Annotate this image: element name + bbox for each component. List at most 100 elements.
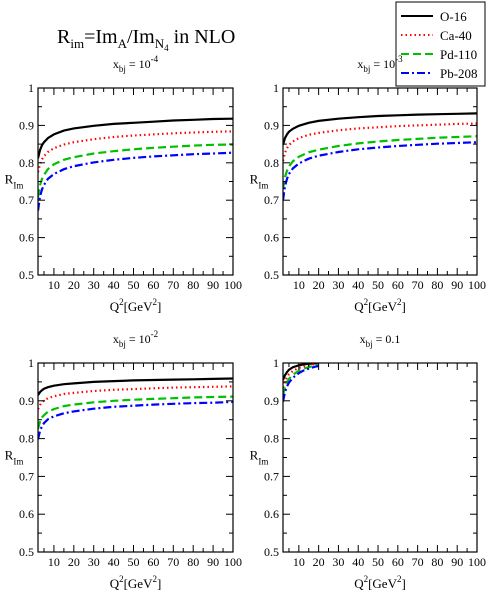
x-tick-label: 70 xyxy=(412,278,424,292)
x-tick-label: 100 xyxy=(224,555,242,569)
y-tick-label: 0.5 xyxy=(264,268,279,282)
y-axis-label: RIm xyxy=(250,448,269,467)
x-tick-label: 100 xyxy=(224,278,242,292)
x-tick-label: 20 xyxy=(68,278,80,292)
x-tick-label: 20 xyxy=(68,555,80,569)
x-tick-label: 40 xyxy=(108,555,120,569)
y-tick-label: 0.6 xyxy=(264,507,279,521)
x-tick-label: 60 xyxy=(147,278,159,292)
legend: O-16 Ca-40 Pd-110 Pb-208 xyxy=(395,1,486,87)
x-tick-label: 30 xyxy=(332,555,344,569)
x-tick-label: 90 xyxy=(451,278,463,292)
x-tick-label: 60 xyxy=(392,555,404,569)
y-tick-label: 0.5 xyxy=(19,545,34,559)
y-axis-label: RIm xyxy=(5,172,24,191)
series-line-pb-208 xyxy=(283,364,319,402)
legend-label-ca-40: Ca-40 xyxy=(440,28,472,43)
y-tick-label: 0.7 xyxy=(19,469,34,483)
x-tick-label: 80 xyxy=(431,555,443,569)
x-tick-label: 40 xyxy=(108,278,120,292)
x-tick-label: 80 xyxy=(187,555,199,569)
series-line-ca-40 xyxy=(38,130,233,173)
series-line-ca-40 xyxy=(283,122,477,162)
x-tick-label: 100 xyxy=(468,555,486,569)
panel-title: xbj = 10-4 xyxy=(113,54,159,74)
y-tick-label: 1 xyxy=(28,81,34,95)
series-line-pd-110 xyxy=(38,143,233,198)
series-line-pb-208 xyxy=(38,151,233,211)
x-tick-label: 50 xyxy=(372,278,384,292)
x-tick-label: 10 xyxy=(48,278,60,292)
x-tick-label: 40 xyxy=(352,278,364,292)
y-tick-label: 0.9 xyxy=(19,394,34,408)
y-tick-label: 0.9 xyxy=(19,118,34,132)
y-tick-label: 0.5 xyxy=(264,545,279,559)
x-axis-label: Q2[GeV2] xyxy=(354,574,406,591)
legend-label-pd-110: Pd-110 xyxy=(440,47,477,62)
panel-2: xbj = 10-3 10 20 30 40 50 60 70 80 90 100 0.5 0.6 0.7… xyxy=(250,54,486,314)
x-tick-label: 10 xyxy=(293,555,305,569)
series-line-o-16 xyxy=(38,377,233,396)
y-tick-label: 0.7 xyxy=(19,193,34,207)
panel-title: xbj = 0.1 xyxy=(360,332,401,349)
y-tick-label: 0.7 xyxy=(264,193,279,207)
panel-title: xbj = 10-3 xyxy=(357,54,403,74)
series-line-pb-208 xyxy=(283,141,477,201)
y-tick-label: 1 xyxy=(273,356,279,370)
y-tick-label: 0.6 xyxy=(19,507,34,521)
x-tick-label: 50 xyxy=(128,278,140,292)
plot-frame xyxy=(37,362,234,553)
x-tick-label: 70 xyxy=(412,555,424,569)
legend-label-pb-208: Pb-208 xyxy=(440,66,478,81)
x-tick-label: 30 xyxy=(88,555,100,569)
x-tick-label: 100 xyxy=(468,278,486,292)
panel-4: xbj = 0.1 10 20 30 40 50 60 70 80 90 100 0.5 0.6 0.7 0… xyxy=(250,332,486,591)
x-tick-label: 70 xyxy=(167,278,179,292)
panel-3: xbj = 10-2 10 20 30 40 50 60 70 80 90 100 0.5 0.6 0.7… xyxy=(5,329,242,591)
series-line-ca-40 xyxy=(38,385,233,410)
x-tick-label: 50 xyxy=(128,555,140,569)
series-line-pb-208 xyxy=(38,400,233,440)
x-tick-label: 30 xyxy=(332,278,344,292)
x-tick-label: 20 xyxy=(313,555,325,569)
y-tick-label: 0.8 xyxy=(19,432,34,446)
x-axis-label: Q2[GeV2] xyxy=(354,297,406,314)
y-axis-label: RIm xyxy=(5,448,24,467)
y-tick-label: 1 xyxy=(273,81,279,95)
y-axis-label: RIm xyxy=(250,172,269,191)
x-tick-label: 90 xyxy=(207,278,219,292)
y-tick-label: 0.9 xyxy=(264,394,279,408)
plot-frame xyxy=(37,87,234,276)
series-line-pd-110 xyxy=(283,363,319,396)
x-tick-label: 60 xyxy=(392,278,404,292)
x-tick-label: 40 xyxy=(352,555,364,569)
x-tick-label: 80 xyxy=(187,278,199,292)
x-tick-label: 60 xyxy=(147,555,159,569)
x-tick-label: 20 xyxy=(313,278,325,292)
x-tick-label: 90 xyxy=(451,555,463,569)
y-tick-label: 0.8 xyxy=(264,156,279,170)
plot-frame xyxy=(282,362,478,553)
x-tick-label: 10 xyxy=(293,278,305,292)
series-line-pd-110 xyxy=(38,395,233,430)
series-line-o-16 xyxy=(38,117,233,159)
y-tick-label: 0.5 xyxy=(19,268,34,282)
y-tick-label: 0.8 xyxy=(264,432,279,446)
x-axis-label: Q2[GeV2] xyxy=(110,574,162,591)
y-tick-label: 0.6 xyxy=(264,231,279,245)
series-line-o-16 xyxy=(283,112,477,146)
x-tick-label: 70 xyxy=(167,555,179,569)
y-tick-label: 0.9 xyxy=(264,118,279,132)
x-tick-label: 80 xyxy=(431,278,443,292)
x-tick-label: 90 xyxy=(207,555,219,569)
legend-label-o-16: O-16 xyxy=(440,9,467,24)
y-tick-label: 0.8 xyxy=(19,156,34,170)
y-tick-label: 0.7 xyxy=(264,469,279,483)
x-axis-label: Q2[GeV2] xyxy=(110,297,162,314)
y-tick-label: 1 xyxy=(28,356,34,370)
figure-title: Rim=ImA/ImN4 in NLO xyxy=(57,26,235,53)
x-tick-label: 50 xyxy=(372,555,384,569)
series-line-pd-110 xyxy=(283,135,477,190)
series-line-ca-40 xyxy=(283,363,319,388)
